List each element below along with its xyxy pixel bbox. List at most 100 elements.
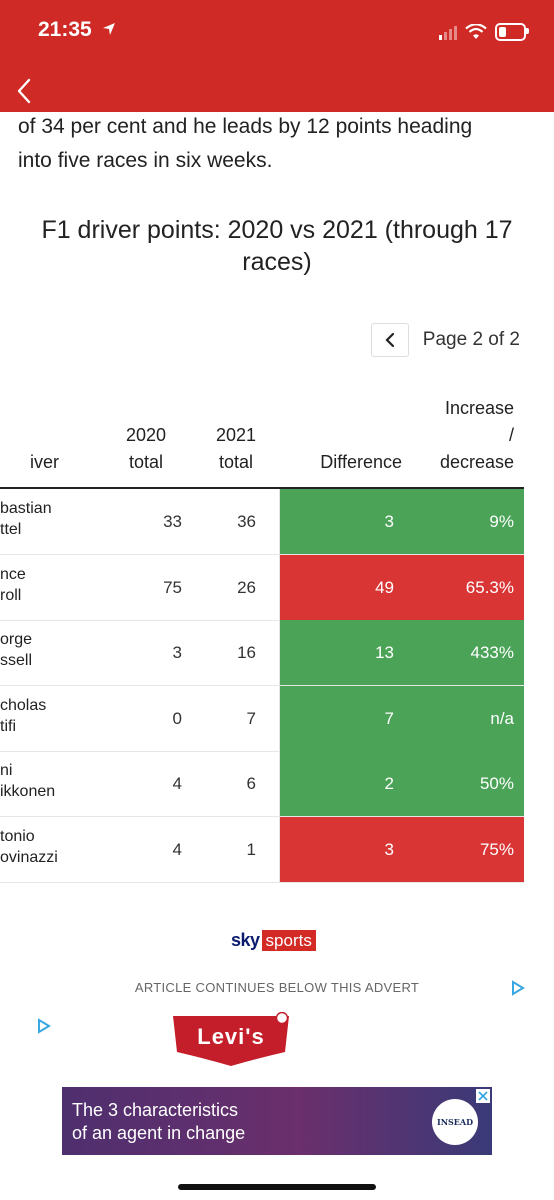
driver-name: ni ikkonen [0,760,112,802]
header-2021-line2: total [218,452,254,472]
sky-logo-text: sky [231,929,260,950]
difference-cell: 13 [280,620,402,685]
points-2020: 4 [172,839,182,859]
table-row: bastian ttel 33 36 3 9% [0,489,524,555]
ad-banner-background [62,1087,492,1155]
header-change-line3: decrease [439,452,514,472]
location-arrow-icon [102,23,115,35]
battery-icon [495,23,529,41]
header-2020: 2020 total [120,422,172,476]
header-2020-line2: total [128,452,164,472]
status-time: 21:35 [38,18,116,42]
change-cell: 433% [402,620,524,685]
article-line: into five races in six weeks. [18,149,273,172]
table-row: ni ikkonen 4 6 2 50% [0,751,524,817]
sky-sports-logo: sky sports [231,929,316,951]
driver-name: orge ssell [0,629,112,671]
header-difference: Difference [320,452,402,472]
points-2021: 6 [246,774,256,793]
points-2021: 36 [237,512,256,531]
ad-line: The 3 characteristics [72,1100,239,1120]
levis-batwing-icon [173,1011,289,1066]
column-separator [279,554,280,620]
points-2020: 4 [172,774,182,793]
change-cell: 65.3% [402,554,524,620]
driver-name-line1: ni [0,762,13,779]
driver-name-line2: tifi [0,717,16,735]
points-2020: 3 [172,643,182,662]
cellular-signal-icon [439,24,457,40]
status-icons [439,22,529,42]
column-separator [279,751,280,816]
adchoices-icon[interactable] [510,980,526,996]
wifi-icon [465,24,487,39]
header-2020-line1: 2020 [125,425,167,445]
change-cell: 9% [402,489,524,554]
table-row: cholas tifi 0 7 7 n/a [0,685,524,752]
status-time-text: 21:35 [38,18,92,41]
points-2020: 0 [172,708,182,728]
driver-name: nce roll [0,564,112,606]
driver-name: cholas tifi [0,695,112,737]
page-indicator: Page 2 of 2 [422,329,520,350]
difference-cell: 7 [280,685,402,751]
pagination: Page 2 of 2 [370,322,520,358]
driver-name-line1: orge [0,631,33,648]
driver-name-line2: roll [0,586,22,604]
header-2021-line1: 2021 [215,425,257,445]
ad-line: of an agent in change [72,1123,246,1143]
ad-banner[interactable]: The 3 characteristics of an agent in cha… [62,1087,492,1155]
points-2021: 1 [246,839,256,859]
header-change: Increase / decrease [408,395,514,476]
header-2021: 2021 total [210,422,262,476]
points-2021: 7 [246,708,256,728]
points-2020: 33 [163,512,182,531]
change-cell: n/a [402,685,524,751]
ad-close-icon[interactable] [476,1089,490,1103]
column-separator [279,489,280,554]
table-row: orge ssell 3 16 13 433% [0,620,524,686]
levis-logo-text: Levi's [197,1024,265,1049]
points-2021: 26 [237,577,256,597]
change-cell: 50% [402,751,524,816]
difference-cell: 3 [280,816,402,882]
column-separator [279,816,280,882]
article-line: of 34 per cent and he leads by 12 points… [18,115,473,138]
sports-logo-text: sports [261,929,316,951]
adchoices-icon[interactable] [36,1018,52,1034]
back-chevron-icon[interactable] [12,76,38,106]
chevron-left-icon [385,332,394,348]
driver-name-line2: ttel [0,521,22,538]
column-separator [279,685,280,751]
advert-notice: ARTICLE CONTINUES BELOW THIS ADVERT [134,980,420,995]
driver-name-line2: ikkonen [0,783,56,800]
levis-logo[interactable]: Levi's [171,1011,291,1066]
article-body: of 34 per cent and he leads by 12 points… [18,110,538,178]
difference-cell: 3 [280,489,402,554]
driver-name-line2: ssell [0,652,33,669]
points-2020: 75 [163,577,182,597]
header-change-line1: Increase [444,398,514,418]
ad-banner-text: The 3 characteristics of an agent in cha… [72,1099,245,1145]
driver-name-line1: cholas [0,696,47,714]
driver-name: bastian ttel [0,498,112,540]
driver-name-line1: tonio [0,827,35,845]
app-header: 21:35 [0,0,554,112]
table-row: nce roll 75 26 49 65.3% [0,554,524,621]
driver-name: tonio ovinazzi [0,826,112,868]
table-row: tonio ovinazzi 4 1 3 75% [0,816,524,883]
driver-name-line1: nce [0,565,26,583]
change-cell: 75% [402,816,524,882]
column-separator [279,620,280,685]
home-indicator[interactable] [178,1184,376,1190]
header-divider [0,487,524,489]
difference-cell: 49 [280,554,402,620]
table-title: F1 driver points: 2020 vs 2021 (through … [41,216,513,276]
points-2021: 16 [237,643,256,662]
difference-cell: 2 [280,751,402,816]
insead-logo: INSEAD [432,1099,478,1145]
previous-page-button[interactable] [370,323,409,357]
driver-name-line2: ovinazzi [0,848,58,866]
driver-name-line1: bastian [0,500,52,517]
header-change-line2: / [508,425,514,445]
